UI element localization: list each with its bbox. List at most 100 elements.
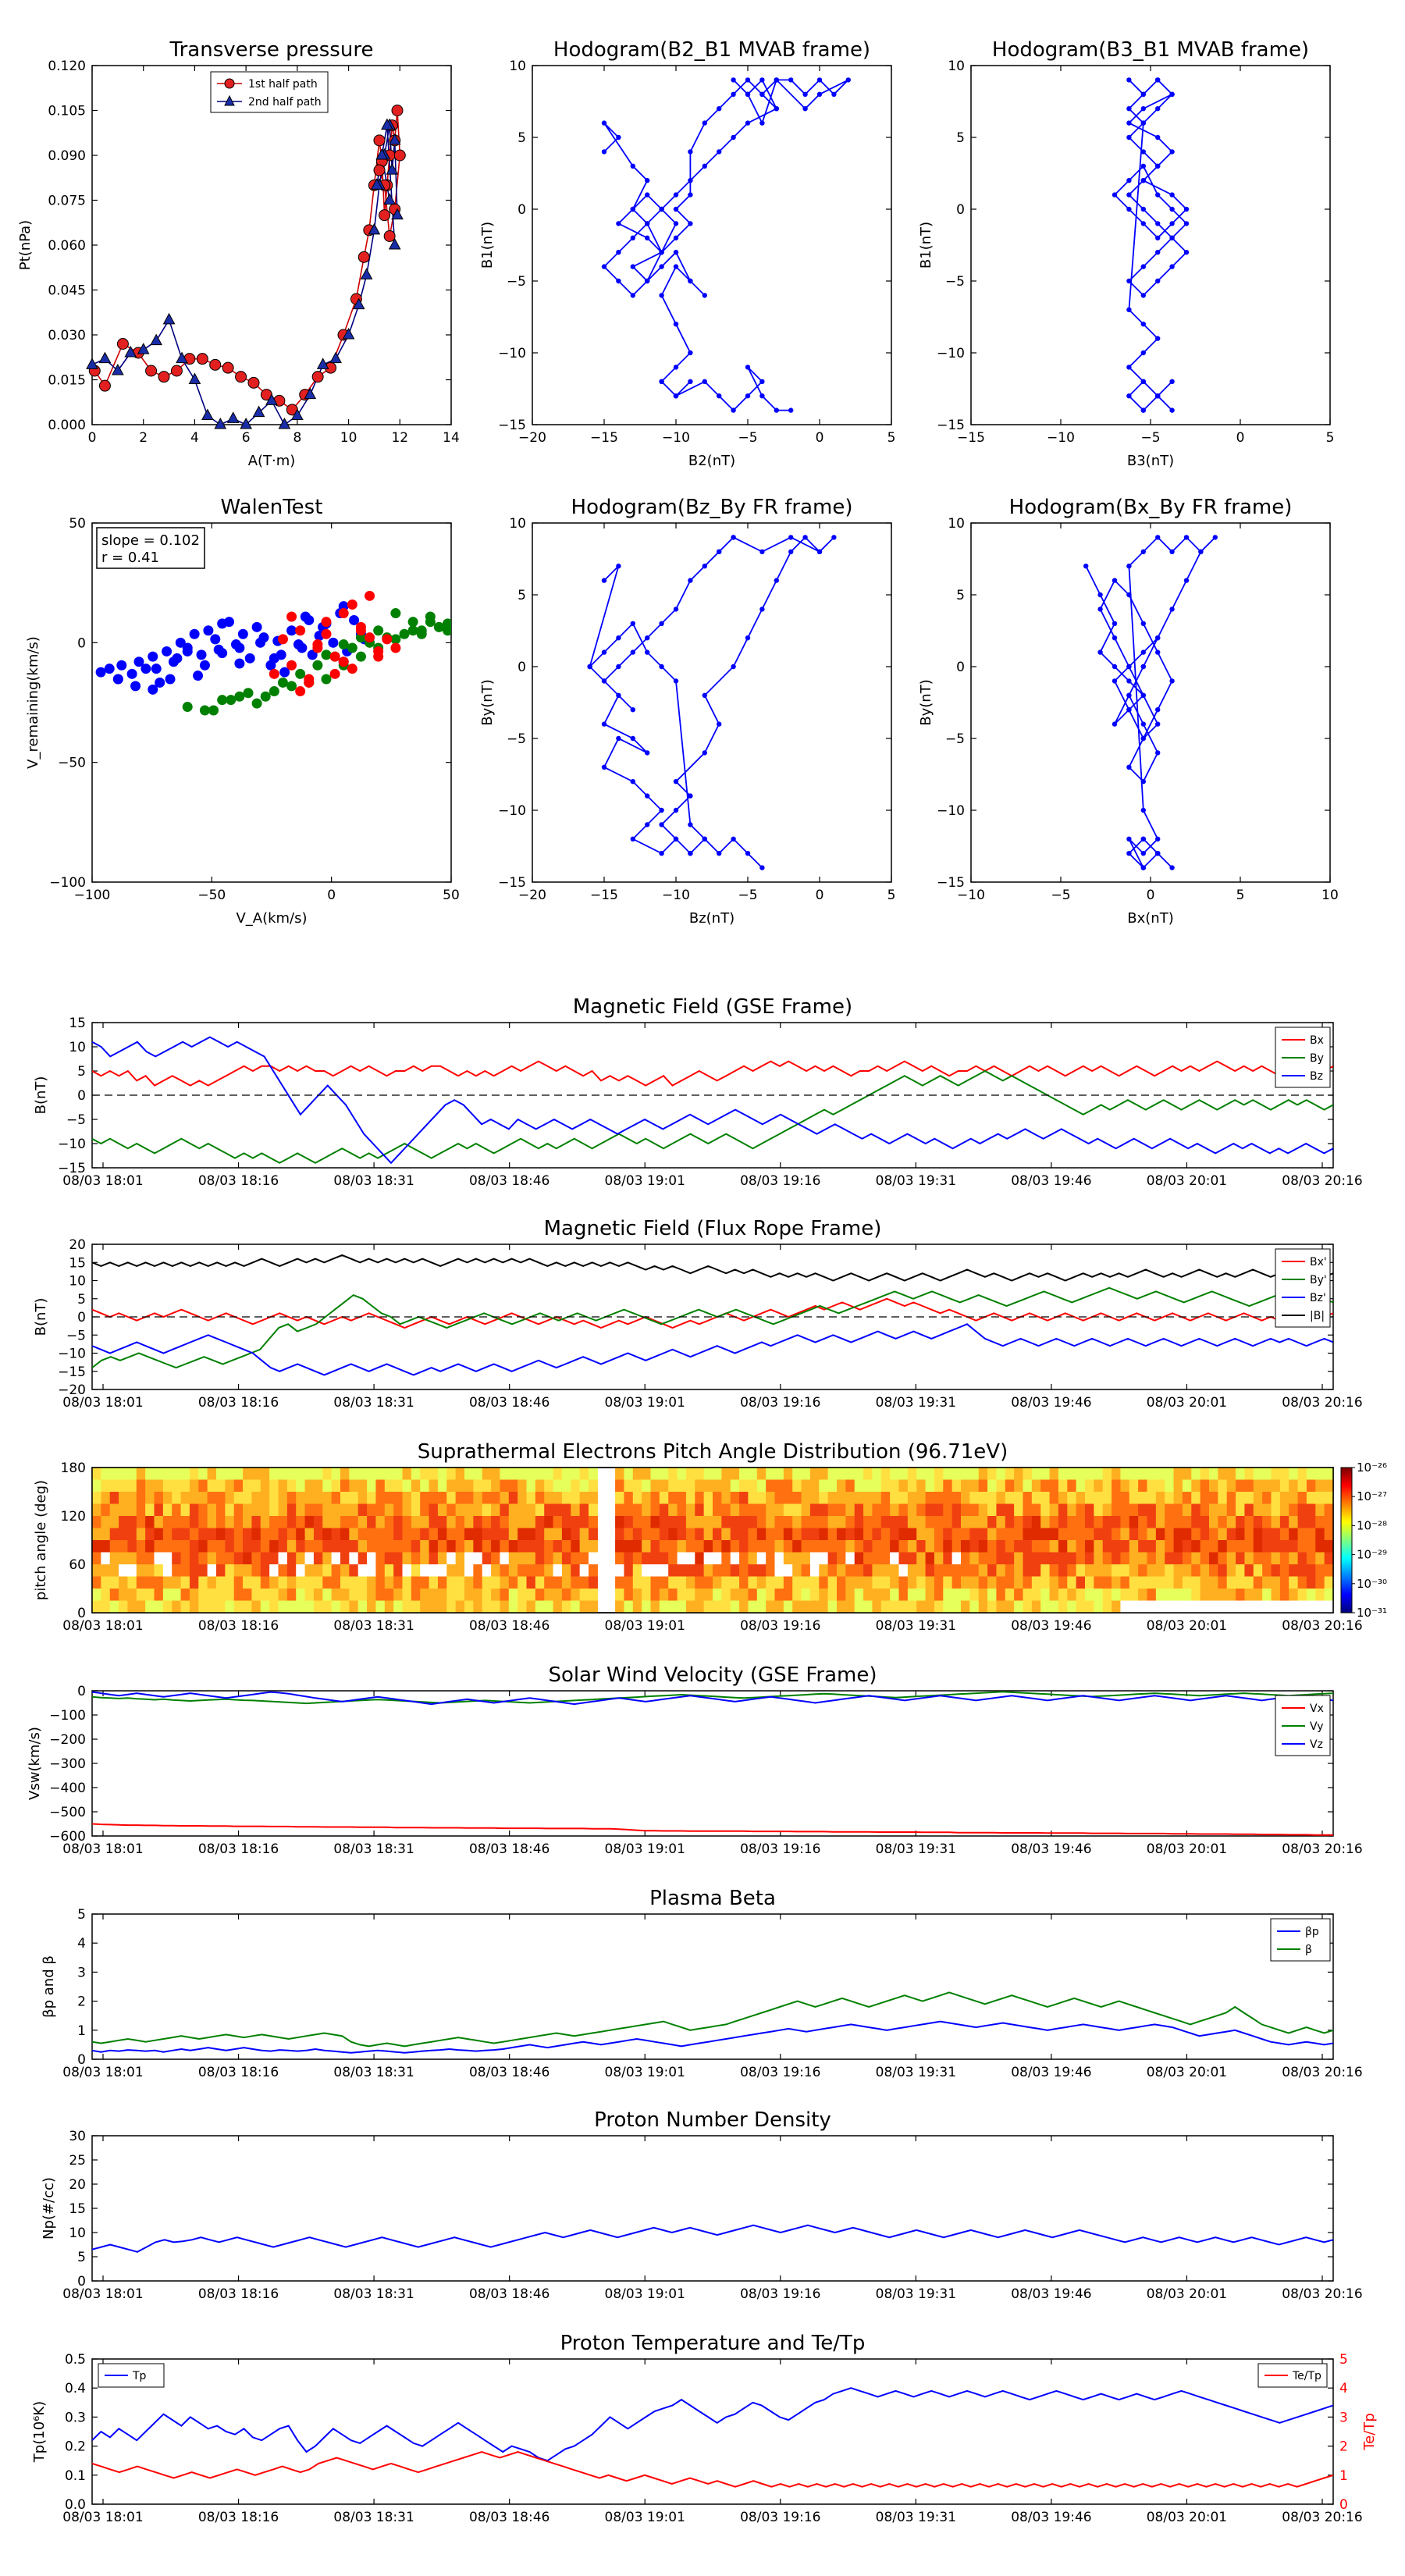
pad-heatmap-cell (1147, 1528, 1157, 1541)
pad-heatmap-cell (544, 1576, 554, 1589)
pt-point-1st-half (116, 338, 129, 350)
pad-heatmap-cell (801, 1564, 811, 1578)
pt-xtick-label: 12 (391, 430, 408, 446)
pad-heatmap-cell (713, 1589, 722, 1602)
pt-point-2nd-half (391, 208, 404, 220)
pad-heatmap-cell (1297, 1479, 1307, 1493)
pad-heatmap-cell (375, 1516, 386, 1529)
pad-heatmap-cell (1005, 1540, 1015, 1553)
h2-hodogram-point (1155, 163, 1161, 169)
h3-hodogram-point (717, 721, 722, 727)
h1-hodogram-point (645, 278, 650, 284)
pad-heatmap-cell (1058, 1528, 1068, 1541)
pad-heatmap-cell (518, 1492, 528, 1505)
pad-heatmap-cell (260, 1564, 270, 1578)
pt-point-2nd-half (316, 358, 329, 369)
pad-heatmap-cell (473, 1552, 483, 1565)
pad-heatmap-cell (589, 1576, 598, 1589)
pad-heatmap-cell (561, 1564, 571, 1578)
pad-heatmap-cell (544, 1589, 554, 1602)
pad-heatmap-cell (1129, 1600, 1139, 1613)
pt-point-1st-half (145, 365, 158, 377)
pad-heatmap-cell (349, 1492, 359, 1505)
pad-heatmap-cell (624, 1540, 634, 1553)
pad-heatmap-cell (1031, 1468, 1041, 1481)
pad-heatmap-cell (535, 1479, 545, 1493)
pad-heatmap-cell (446, 1600, 457, 1613)
pad-heatmap-cell (375, 1552, 386, 1565)
pad-ytick-label: 120 (61, 1509, 86, 1525)
vsw-time-label: 08/03 18:01 (62, 1841, 143, 1857)
pad-heatmap-cell (322, 1468, 333, 1481)
walen-point-green (347, 642, 357, 653)
pad-heatmap-cell (571, 1479, 581, 1493)
pad-heatmap-cell (286, 1564, 297, 1578)
h3-hodogram-point (759, 607, 765, 612)
pad-heatmap-cell (535, 1516, 545, 1529)
pad-heatmap-cell (1297, 1564, 1307, 1578)
pad-heatmap-cell (783, 1576, 793, 1589)
h4-hodogram-point (1126, 592, 1132, 598)
h3-hodogram-point (788, 535, 794, 540)
pad-heatmap-cell (951, 1564, 962, 1578)
pad-heatmap-cell (1058, 1516, 1068, 1529)
pad-heatmap-cell (1155, 1552, 1165, 1565)
pad-heatmap-cell (1182, 1540, 1192, 1553)
h1-hodogram-point (659, 293, 664, 298)
walen-point-blue (148, 684, 158, 695)
pad-heatmap-cell (1182, 1564, 1192, 1578)
pad-heatmap-cell (1112, 1552, 1122, 1565)
pad-heatmap-cell (189, 1600, 199, 1613)
pad-heatmap-cell (1165, 1528, 1175, 1541)
pad-heatmap-cell (1085, 1468, 1094, 1481)
pad-heatmap-cell (349, 1589, 359, 1602)
pad-heatmap-cell (216, 1564, 226, 1578)
pad-heatmap-cell (304, 1552, 315, 1565)
magfr-time-label: 08/03 19:31 (876, 1395, 956, 1411)
pad-heatmap-cell (987, 1576, 998, 1589)
pad-heatmap-cell (367, 1564, 377, 1578)
pad-heatmap-cell (1173, 1600, 1183, 1613)
pad-heatmap-cell (1191, 1479, 1201, 1493)
h1-hodogram-point (616, 134, 621, 141)
h2-hodogram-point (1140, 350, 1147, 356)
tp-y2tick-label: 5 (1339, 2352, 1348, 2368)
h1-hodogram-point (688, 178, 693, 183)
pad-heatmap-cell (1040, 1600, 1051, 1613)
pad-heatmap-cell (951, 1600, 962, 1613)
h1-panel: Hodogram(B2_B1 MVAB frame)−15−10−50510−2… (479, 38, 895, 469)
pad-heatmap-cell (278, 1468, 288, 1481)
pad-heatmap-cell (854, 1552, 864, 1565)
pad-heatmap-cell (571, 1503, 581, 1517)
pad-heatmap-cell (642, 1589, 652, 1602)
pad-heatmap-cell (446, 1576, 457, 1589)
walen-point-red (321, 628, 332, 639)
h1-ytick-label: 5 (518, 130, 526, 146)
pad-heatmap-cell (1165, 1589, 1175, 1602)
pad-heatmap-cell (854, 1492, 864, 1505)
pt-point-2nd-half (176, 351, 188, 364)
h3-hodogram-point (731, 535, 736, 540)
h3-hodogram-point (688, 851, 693, 856)
pad-heatmap-cell (863, 1540, 873, 1553)
pad-heatmap-cell (189, 1576, 199, 1589)
pad-heatmap-cell (1023, 1468, 1033, 1481)
walen-point-green (260, 691, 271, 702)
pad-heatmap-cell (898, 1576, 909, 1589)
walen-point-red (365, 590, 375, 601)
pad-heatmap-cell (322, 1540, 333, 1553)
pad-heatmap-cell (429, 1503, 439, 1517)
h1-hodogram-point (802, 106, 808, 112)
pad-heatmap-cell (119, 1479, 129, 1493)
pad-heatmap-cell (518, 1589, 528, 1602)
pad-heatmap-cell (526, 1564, 536, 1578)
pad-heatmap-cell (916, 1468, 927, 1481)
magfr-time-label: 08/03 18:16 (198, 1395, 279, 1411)
pad-heatmap-cell (1094, 1503, 1104, 1517)
walen-ylabel: V_remaining(km/s) (25, 636, 41, 769)
h3-hodogram-point (702, 564, 707, 569)
walen-point-blue (304, 614, 315, 625)
pad-heatmap-cell (162, 1479, 173, 1493)
pt-point-1st-half (373, 164, 386, 176)
pad-heatmap-cell (1191, 1589, 1201, 1602)
